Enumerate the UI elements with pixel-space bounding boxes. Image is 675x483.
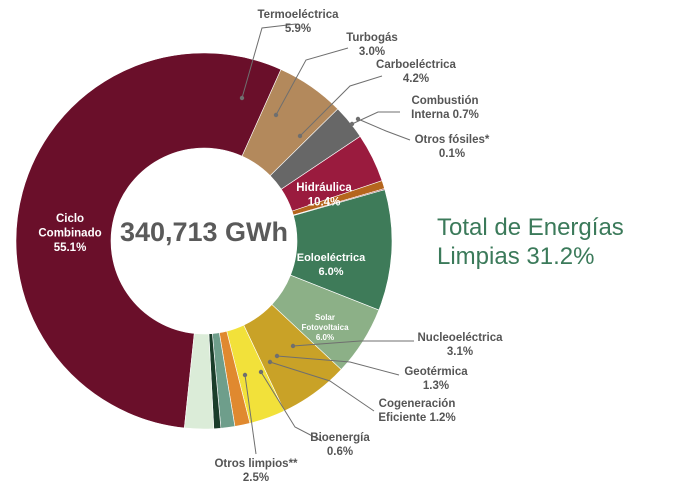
label-eoloelectrica: Eoloeléctrica 6.0% [297,252,366,278]
center-total-label: 340,713 GWh [120,217,288,247]
label-geotermica: Geotérmica 1.3% [404,366,468,392]
label-cogeneracion-eficiente-1-2: Cogeneración Eficiente 1.2% [378,398,455,424]
label-turbogas: Turbogás 3.0% [346,32,398,58]
label-carboelectrica: Carboeléctrica 4.2% [376,59,457,85]
labels-layer: Ciclo Combinado 55.1% Termoeléctrica 5.9%Tur… [38,9,503,483]
leader-line-nucleoelectrica [292,340,414,347]
leader-line-geotermica [276,355,400,376]
label-termoelectrica: Termoeléctrica 5.9% [258,9,340,35]
slices-layer [15,52,393,430]
label-hidraulica: Hidráulica 10.4% [296,182,352,208]
clean-energy-total-line1: Total de Energías [437,214,624,241]
label-nucleoelectrica: Nucleoeléctrica 3.1% [417,332,503,358]
leader-dot-bioenergia [258,369,264,375]
leader-dot-combustion-interna-0-7 [349,121,355,127]
leader-line-termoelectrica [241,23,297,99]
label-combustion-interna-0-7: Combustión Interna 0.7% [411,95,479,121]
leader-dot-termoelectrica [239,95,245,101]
leader-dot-nucleoelectrica [290,343,296,349]
slice-ciclo-combinado [15,52,282,429]
leader-line-otros-limpios [244,374,257,455]
label-solar-fotovoltaica: Solar Fotovoltaica 6.0% [301,313,349,342]
clean-energy-total-line2: Limpias 31.2% [437,243,595,270]
leader-dot-cogeneracion-eficiente-1-2 [267,359,273,365]
label-ciclo-combinado: Ciclo Combinado 55.1% [38,213,101,254]
label-bioenergia: Bioenergía 0.6% [310,432,370,458]
leader-dot-carboelectrica [297,133,303,139]
label-otros-limpios: Otros limpios** 2.5% [214,458,298,483]
leader-dot-turbogas [273,112,279,118]
leader-line-turbogas [275,47,349,116]
leader-line-carboelectrica [299,75,383,137]
leader-dot-otros-fosiles [355,116,361,122]
clean-energy-total: Total de Energías Limpias 31.2% [437,213,624,271]
leader-dot-otros-limpios [242,372,248,378]
leader-line-bioenergia [260,371,323,442]
leader-line-otros-fosiles [357,118,411,141]
leader-line-cogeneracion-eficiente-1-2 [269,361,375,412]
slice-otros-limpios [184,333,215,430]
label-otros-fosiles: Otros fósiles* 0.1% [415,134,490,160]
leader-lines-layer [239,23,414,455]
leader-dot-geotermica [274,353,280,359]
